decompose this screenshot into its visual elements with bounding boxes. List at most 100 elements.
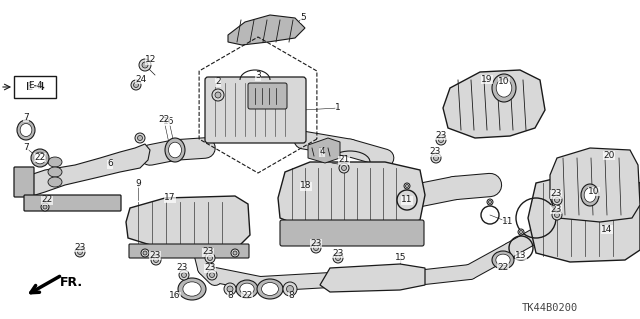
Text: 14: 14 bbox=[602, 225, 612, 234]
Text: 23: 23 bbox=[176, 263, 188, 272]
Circle shape bbox=[433, 155, 438, 160]
Circle shape bbox=[518, 229, 524, 235]
Text: 4: 4 bbox=[319, 147, 325, 157]
Text: 22: 22 bbox=[241, 292, 253, 300]
Ellipse shape bbox=[178, 278, 206, 300]
Polygon shape bbox=[320, 264, 425, 292]
Circle shape bbox=[142, 62, 148, 68]
Text: 11: 11 bbox=[401, 196, 413, 204]
Ellipse shape bbox=[492, 251, 514, 269]
Polygon shape bbox=[443, 70, 545, 138]
Text: 23: 23 bbox=[204, 263, 216, 272]
Circle shape bbox=[224, 283, 236, 295]
Circle shape bbox=[283, 282, 297, 296]
Circle shape bbox=[139, 59, 151, 71]
Ellipse shape bbox=[48, 167, 62, 177]
Ellipse shape bbox=[31, 149, 49, 167]
Polygon shape bbox=[28, 144, 150, 196]
Text: 16: 16 bbox=[163, 116, 175, 125]
Circle shape bbox=[215, 92, 221, 98]
Circle shape bbox=[552, 195, 562, 205]
Circle shape bbox=[227, 286, 233, 292]
Circle shape bbox=[431, 153, 441, 163]
Circle shape bbox=[143, 251, 147, 255]
Circle shape bbox=[154, 257, 159, 263]
Text: 21: 21 bbox=[339, 155, 349, 165]
Text: 19: 19 bbox=[481, 75, 493, 84]
Circle shape bbox=[209, 272, 214, 278]
Text: 22: 22 bbox=[42, 196, 52, 204]
Text: 8: 8 bbox=[227, 292, 233, 300]
Text: 22: 22 bbox=[158, 115, 170, 124]
Circle shape bbox=[231, 249, 239, 257]
Ellipse shape bbox=[236, 280, 258, 298]
Text: 3: 3 bbox=[255, 71, 261, 80]
Text: 1: 1 bbox=[335, 103, 341, 113]
FancyBboxPatch shape bbox=[205, 77, 306, 143]
Circle shape bbox=[552, 210, 562, 220]
Text: 24: 24 bbox=[136, 75, 147, 84]
Circle shape bbox=[487, 199, 493, 205]
Text: 23: 23 bbox=[310, 239, 322, 248]
Circle shape bbox=[436, 135, 446, 145]
FancyBboxPatch shape bbox=[248, 83, 287, 109]
Circle shape bbox=[207, 256, 212, 261]
Circle shape bbox=[134, 83, 138, 87]
Ellipse shape bbox=[20, 123, 32, 137]
Text: 7: 7 bbox=[23, 113, 29, 122]
Text: E-4: E-4 bbox=[28, 80, 42, 90]
Text: FR.: FR. bbox=[60, 276, 83, 288]
Circle shape bbox=[314, 246, 319, 250]
Circle shape bbox=[488, 201, 492, 204]
Text: 22: 22 bbox=[35, 152, 45, 161]
Text: 22: 22 bbox=[497, 263, 509, 271]
Text: 10: 10 bbox=[499, 77, 509, 85]
Text: 9: 9 bbox=[135, 179, 141, 188]
Ellipse shape bbox=[48, 177, 62, 187]
Circle shape bbox=[182, 272, 186, 278]
Ellipse shape bbox=[262, 283, 278, 295]
Polygon shape bbox=[550, 148, 640, 222]
Circle shape bbox=[41, 203, 49, 211]
Circle shape bbox=[131, 80, 141, 90]
Bar bbox=[14, 76, 56, 98]
Text: 23: 23 bbox=[202, 248, 214, 256]
Ellipse shape bbox=[183, 282, 201, 296]
Ellipse shape bbox=[168, 142, 182, 158]
FancyBboxPatch shape bbox=[129, 244, 249, 258]
Ellipse shape bbox=[48, 157, 62, 167]
Circle shape bbox=[138, 136, 143, 140]
Text: 17: 17 bbox=[164, 194, 176, 203]
Circle shape bbox=[212, 89, 224, 101]
Ellipse shape bbox=[581, 184, 599, 206]
Circle shape bbox=[311, 243, 321, 253]
Circle shape bbox=[404, 183, 410, 189]
Polygon shape bbox=[126, 196, 250, 248]
Circle shape bbox=[520, 231, 522, 234]
Text: TK44B0200: TK44B0200 bbox=[522, 303, 578, 313]
FancyBboxPatch shape bbox=[24, 195, 121, 211]
Ellipse shape bbox=[240, 283, 254, 295]
Circle shape bbox=[135, 133, 145, 143]
Circle shape bbox=[339, 163, 349, 173]
Circle shape bbox=[207, 270, 217, 280]
Text: 18: 18 bbox=[300, 182, 312, 190]
FancyBboxPatch shape bbox=[280, 220, 424, 246]
Text: 23: 23 bbox=[149, 250, 161, 259]
Ellipse shape bbox=[165, 138, 185, 162]
Text: 15: 15 bbox=[396, 254, 407, 263]
Text: 23: 23 bbox=[429, 147, 441, 157]
Text: 16: 16 bbox=[169, 292, 180, 300]
Text: 23: 23 bbox=[550, 204, 562, 213]
Text: 7: 7 bbox=[23, 144, 29, 152]
Text: 2: 2 bbox=[215, 78, 221, 86]
Ellipse shape bbox=[17, 120, 35, 140]
Circle shape bbox=[43, 205, 47, 209]
Polygon shape bbox=[528, 174, 640, 262]
Circle shape bbox=[141, 249, 149, 257]
Circle shape bbox=[335, 256, 340, 261]
Circle shape bbox=[333, 253, 343, 263]
FancyBboxPatch shape bbox=[14, 167, 34, 197]
Text: E-4: E-4 bbox=[26, 82, 44, 92]
Ellipse shape bbox=[34, 152, 46, 164]
